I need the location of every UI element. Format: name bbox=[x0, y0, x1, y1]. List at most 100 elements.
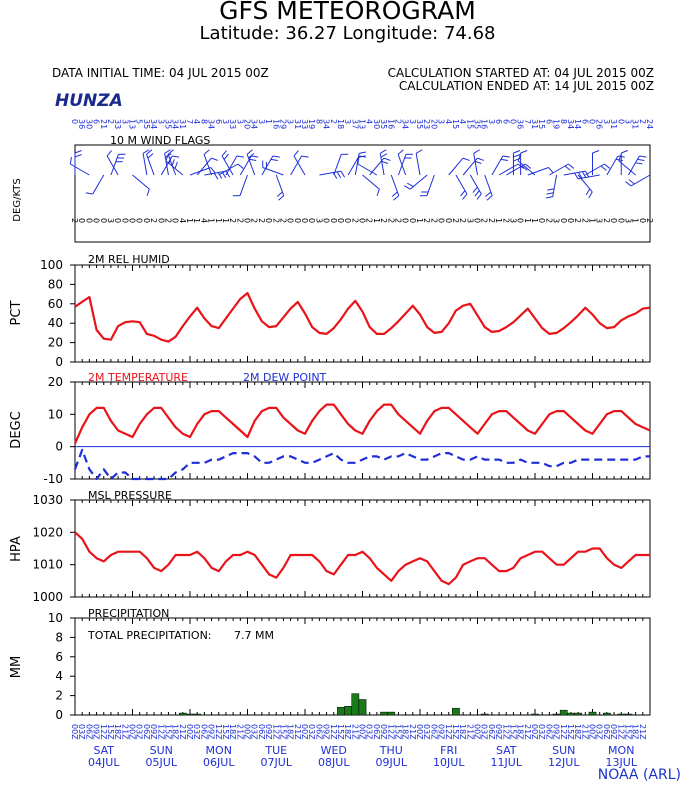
wind-flag-barb bbox=[577, 171, 583, 179]
wind-speed-label: 2 bbox=[602, 218, 611, 223]
wind-flag-barb bbox=[380, 153, 388, 158]
rh-ytick-label: 60 bbox=[48, 297, 63, 311]
wind-direction-label: 19 bbox=[307, 119, 316, 129]
hour-label: 21Z bbox=[580, 724, 589, 740]
wind-direction-label: 19 bbox=[552, 119, 561, 129]
wind-speed-label: 3 bbox=[314, 218, 323, 223]
hour-label: 12Z bbox=[616, 724, 625, 740]
hour-label: 00Z bbox=[70, 724, 79, 740]
wind-speed-label: 2 bbox=[365, 218, 374, 223]
wind-direction-label: 15 bbox=[465, 119, 474, 129]
wind-direction-label: 8 bbox=[199, 119, 208, 124]
wind-flag bbox=[132, 174, 150, 190]
wind-speed-label: 2 bbox=[228, 218, 237, 223]
wind-flag bbox=[473, 153, 478, 176]
wind-direction-label: 3 bbox=[286, 119, 295, 124]
wind-direction-label: 20 bbox=[243, 119, 252, 129]
wind-speed-label: 1 bbox=[372, 218, 381, 223]
wind-direction-label: 35 bbox=[379, 119, 388, 129]
wind-flag bbox=[549, 163, 569, 176]
wind-speed-label: 3 bbox=[465, 218, 474, 223]
wind-speed-label: 1 bbox=[185, 218, 194, 223]
wind-flag bbox=[275, 174, 285, 196]
precip-ylabel: MM bbox=[9, 656, 24, 678]
wind-direction-label: 3 bbox=[221, 119, 230, 124]
wind-direction-label: 0 bbox=[70, 119, 79, 124]
wind-flag-barb bbox=[600, 165, 607, 171]
hour-label: 00Z bbox=[243, 724, 252, 740]
hour-label: 09Z bbox=[552, 724, 561, 740]
wind-flag-barb bbox=[236, 155, 244, 158]
wind-speed-label: 0 bbox=[343, 218, 352, 223]
wind-direction-label: 16 bbox=[271, 119, 280, 129]
wind-flag-barb bbox=[146, 149, 153, 155]
hour-label: 18Z bbox=[631, 724, 640, 740]
wind-flag-barb bbox=[588, 191, 593, 199]
day-of-week-label: SUN bbox=[552, 744, 575, 757]
wind-flag bbox=[491, 155, 504, 176]
wind-speed-label: 4 bbox=[178, 218, 187, 223]
wind-flag-barb bbox=[546, 192, 554, 195]
wind-flag bbox=[606, 155, 619, 176]
wind-direction-label: 2 bbox=[106, 119, 115, 124]
wind-speed-label: 3 bbox=[508, 218, 517, 223]
wind-flag-barb bbox=[415, 149, 423, 154]
wind-flag bbox=[498, 163, 519, 176]
pressure-ytick-label: 1000 bbox=[32, 590, 63, 604]
wind-flag-barb bbox=[381, 160, 389, 164]
precip-total-value: 7.7 MM bbox=[234, 629, 274, 642]
wind-flag-barb bbox=[74, 154, 82, 158]
wind-flag-barb bbox=[217, 172, 223, 179]
wind-direction-label: 30 bbox=[84, 119, 93, 129]
hour-label: 12Z bbox=[214, 724, 223, 740]
wind-direction-label: 34 bbox=[149, 119, 158, 129]
day-of-week-label: SUN bbox=[150, 744, 173, 757]
precip-bar bbox=[574, 712, 582, 716]
hour-label: 00Z bbox=[473, 724, 482, 740]
wind-direction-label: 33 bbox=[228, 119, 237, 129]
wind-direction-label: 3 bbox=[623, 119, 632, 124]
wind-speed-label: 2 bbox=[580, 218, 589, 223]
wind-flag-barb bbox=[246, 149, 253, 155]
temp-ytick-label: 10 bbox=[48, 407, 63, 421]
wind-flag bbox=[203, 154, 213, 176]
wind-flag bbox=[293, 155, 306, 176]
wind-direction-label: 5 bbox=[135, 119, 144, 124]
rh-ytick-label: 20 bbox=[48, 336, 63, 350]
wind-speed-label: 1 bbox=[415, 218, 424, 223]
day-of-week-label: SAT bbox=[93, 744, 114, 757]
day-date-label: 06JUL bbox=[203, 756, 235, 769]
wind-direction-label: 13 bbox=[358, 119, 367, 129]
hour-label: 18Z bbox=[228, 724, 237, 740]
precip-bar bbox=[617, 713, 626, 716]
hour-label: 18Z bbox=[113, 724, 122, 740]
hour-label: 00Z bbox=[530, 724, 539, 740]
hour-label: 21Z bbox=[638, 724, 647, 740]
hour-label: 03Z bbox=[77, 724, 86, 740]
wind-flag bbox=[585, 163, 605, 176]
hour-label: 15Z bbox=[451, 724, 460, 740]
wind-speed-label: 0 bbox=[264, 218, 273, 223]
wind-direction-label: 0 bbox=[508, 119, 517, 124]
wind-flag-barb bbox=[397, 149, 404, 155]
calculation-ended: CALCULATION ENDED AT: 14 JUL 2015 00Z bbox=[398, 79, 654, 93]
hour-label: 06Z bbox=[487, 724, 496, 740]
hour-label: 09Z bbox=[92, 724, 101, 740]
precip-bar bbox=[351, 693, 360, 716]
wind-speed-label: 1 bbox=[214, 218, 223, 223]
wind-flag bbox=[347, 155, 360, 176]
wind-speed-label: 2 bbox=[386, 218, 395, 223]
wind-direction-label: 13 bbox=[128, 119, 137, 129]
rh-line bbox=[74, 292, 651, 343]
hour-label: 09Z bbox=[494, 724, 503, 740]
day-date-label: 09JUL bbox=[376, 756, 408, 769]
wind-flag-barb bbox=[237, 163, 244, 169]
day-date-label: 05JUL bbox=[146, 756, 178, 769]
wind-flag-barb bbox=[628, 179, 635, 185]
wind-flag-barb bbox=[513, 154, 521, 158]
wind-flag-barb bbox=[462, 193, 468, 200]
hour-label: 21Z bbox=[293, 724, 302, 740]
wind-direction-label: 8 bbox=[559, 119, 568, 124]
wind-speed-label: 0 bbox=[77, 218, 86, 223]
wind-direction-label: 29 bbox=[278, 119, 287, 129]
